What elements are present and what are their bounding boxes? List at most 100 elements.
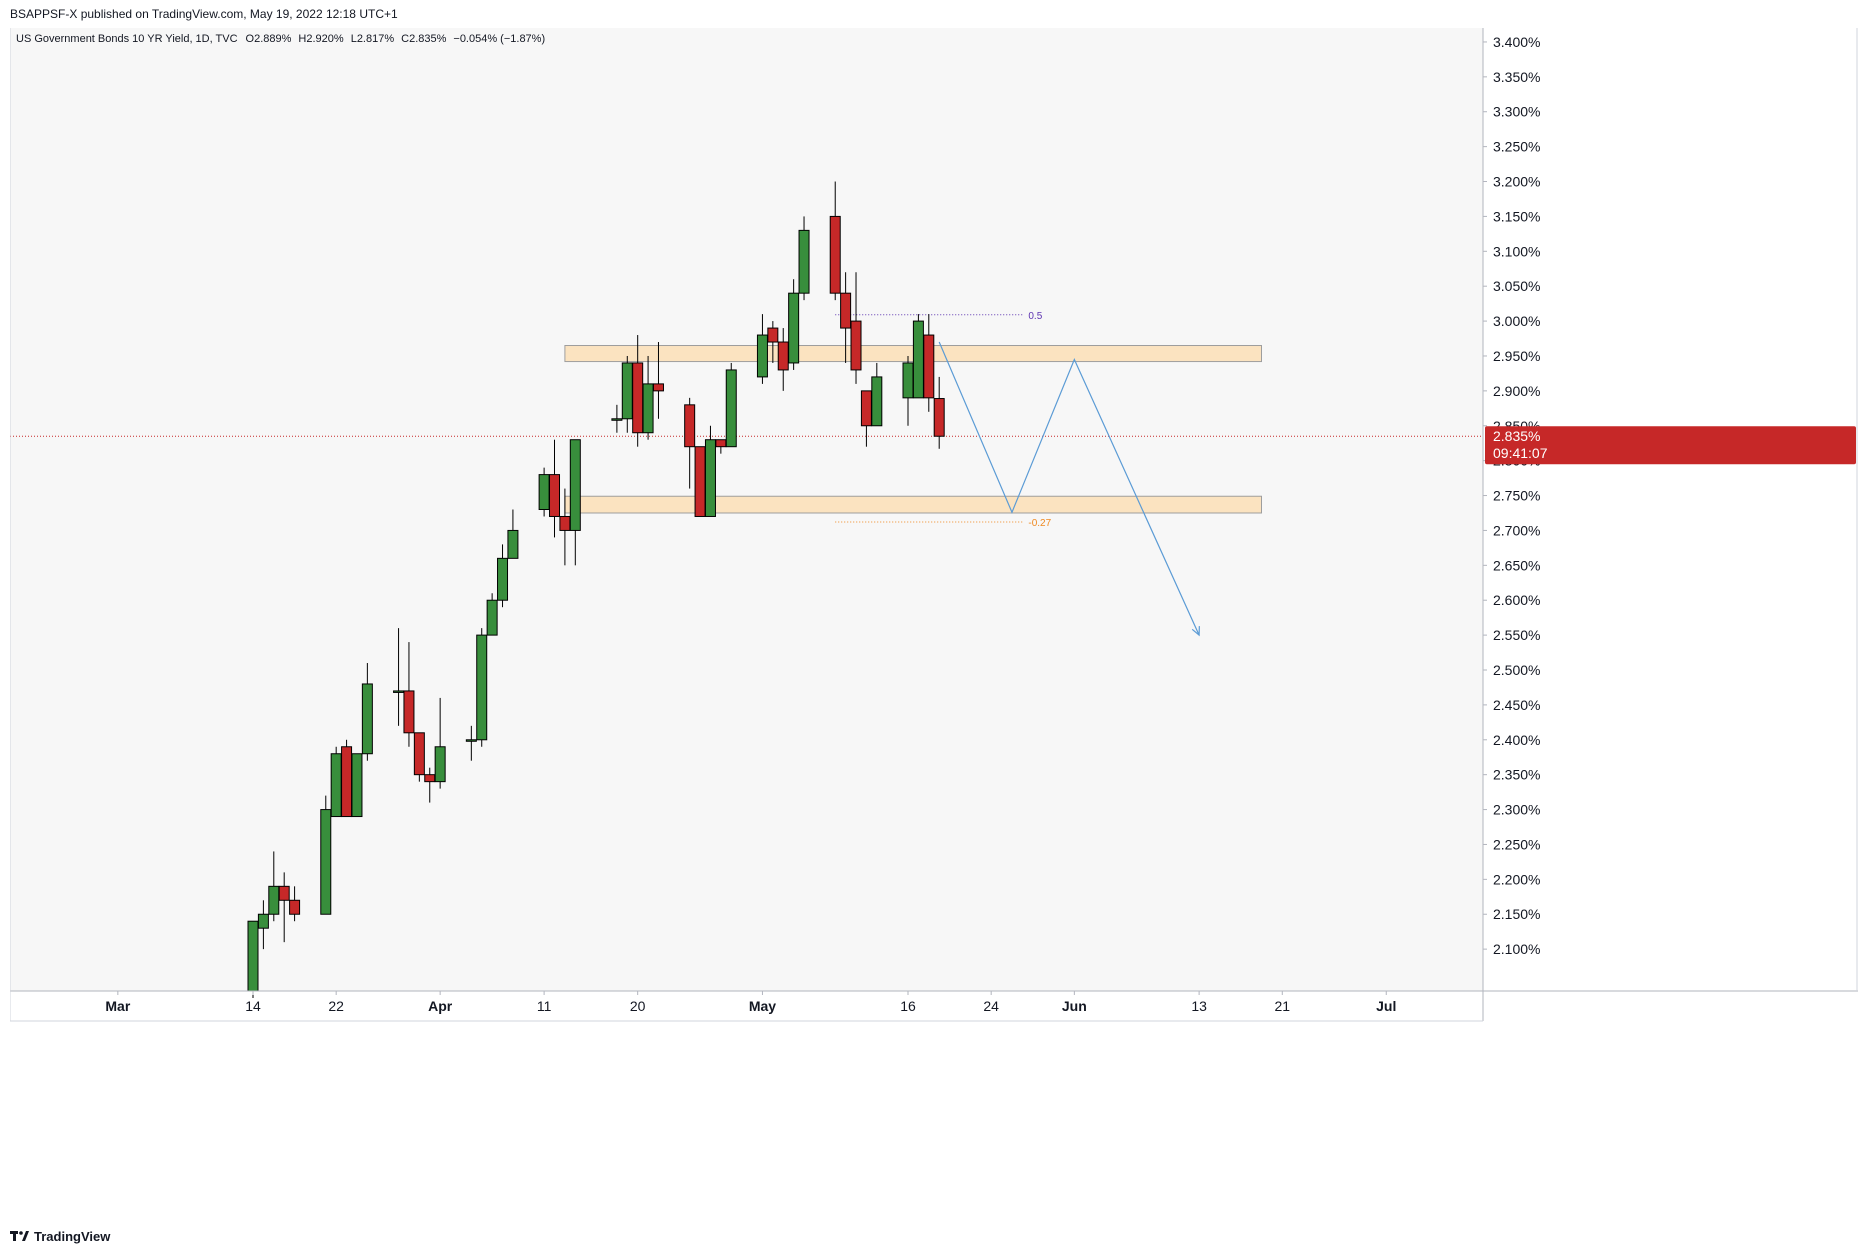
candle-body[interactable]: [559, 515, 571, 531]
candle[interactable]: [704, 425, 716, 517]
tradingview-brand-label[interactable]: TradingView: [34, 1228, 111, 1244]
chart-frame[interactable]: 0.5 -0.27 2.100% 2.150% 2.200% 2.250% 2.300% 2…: [10, 28, 1858, 1219]
candle-body[interactable]: [611, 418, 623, 421]
candle[interactable]: [330, 746, 342, 818]
price-axis[interactable]: 2.100% 2.150% 2.200% 2.250% 2.300% 2.350% 2.40…: [1483, 34, 1540, 957]
candle-body[interactable]: [403, 690, 415, 734]
symbol-legend-title[interactable]: US Government Bonds 10 YR Yield, 1D, TVC: [16, 33, 238, 45]
candle[interactable]: [247, 920, 259, 998]
candle-body[interactable]: [829, 215, 841, 294]
candle-body[interactable]: [684, 404, 696, 448]
candle-body[interactable]: [476, 634, 488, 741]
candle-body[interactable]: [704, 439, 716, 517]
candle[interactable]: [756, 314, 768, 384]
candle-body[interactable]: [351, 753, 363, 818]
candle[interactable]: [912, 314, 924, 399]
candle[interactable]: [788, 279, 800, 370]
candle-body[interactable]: [756, 334, 768, 378]
candle[interactable]: [289, 886, 301, 922]
candle-body[interactable]: [632, 362, 644, 434]
candle-body[interactable]: [289, 899, 301, 915]
candle-body[interactable]: [871, 376, 883, 427]
candle-body[interactable]: [715, 439, 727, 448]
candles[interactable]: [247, 181, 945, 998]
candle-body[interactable]: [933, 398, 945, 437]
candle[interactable]: [871, 362, 883, 427]
candle-body[interactable]: [725, 369, 737, 448]
candle-body[interactable]: [767, 327, 779, 343]
candle[interactable]: [413, 732, 425, 782]
candle-body[interactable]: [413, 732, 425, 776]
candle-body[interactable]: [393, 690, 405, 693]
candle[interactable]: [923, 314, 935, 412]
candle[interactable]: [341, 739, 353, 818]
candle[interactable]: [569, 439, 581, 566]
candle[interactable]: [549, 439, 561, 538]
candle[interactable]: [257, 900, 269, 950]
price-chart[interactable]: 0.5-0.27 2.100%2.150%2.200%2.250%2.300%2…: [10, 28, 1858, 1219]
candle-body[interactable]: [424, 774, 436, 783]
candle[interactable]: [684, 397, 696, 489]
candle[interactable]: [507, 509, 519, 559]
candle-body[interactable]: [923, 334, 935, 399]
candle-body[interactable]: [569, 439, 581, 531]
projection-path[interactable]: [938, 341, 1200, 637]
candle[interactable]: [486, 593, 498, 636]
time-axis-label: 24: [983, 998, 999, 1014]
footer[interactable]: TradingView: [10, 1226, 110, 1246]
candle-body[interactable]: [642, 383, 654, 434]
candle[interactable]: [361, 663, 373, 761]
candle-body[interactable]: [694, 446, 706, 517]
candle-body[interactable]: [507, 529, 519, 559]
candle[interactable]: [642, 355, 654, 440]
candle-body[interactable]: [268, 885, 280, 915]
candle[interactable]: [829, 181, 841, 301]
candle[interactable]: [798, 216, 810, 301]
candle-body[interactable]: [330, 753, 342, 818]
candle[interactable]: [694, 446, 706, 517]
candle-body[interactable]: [257, 913, 269, 929]
candle-body[interactable]: [788, 292, 800, 364]
zone-rectangle[interactable]: [564, 495, 1262, 514]
candle-body[interactable]: [902, 362, 914, 399]
candle[interactable]: [725, 362, 737, 448]
candle-body[interactable]: [850, 320, 862, 371]
time-axis[interactable]: Mar 14 22 Apr 11 20 May 16 24 Jun 13 21 Jul: [105, 991, 1396, 1014]
candle-body[interactable]: [247, 920, 259, 992]
candle-body[interactable]: [840, 292, 852, 329]
candle-body[interactable]: [497, 557, 509, 601]
candle[interactable]: [497, 544, 509, 608]
candle[interactable]: [611, 404, 623, 433]
candle[interactable]: [850, 272, 862, 384]
candle-body[interactable]: [538, 474, 550, 511]
axes[interactable]: 2.100% 2.150% 2.200% 2.250% 2.300% 2.350% 2.40…: [10, 28, 1858, 1022]
candle-body[interactable]: [278, 885, 290, 901]
candle-body[interactable]: [361, 683, 373, 755]
time-axis-label: 16: [900, 998, 916, 1014]
candle-body[interactable]: [652, 383, 664, 392]
candle[interactable]: [538, 467, 550, 517]
candle-body[interactable]: [621, 362, 633, 420]
candle-body[interactable]: [465, 739, 477, 742]
candle[interactable]: [434, 697, 446, 789]
candle[interactable]: [933, 376, 945, 449]
candle-body[interactable]: [860, 390, 872, 427]
candle-body[interactable]: [341, 746, 353, 818]
candle-body[interactable]: [320, 809, 332, 915]
candle[interactable]: [652, 342, 664, 419]
candle[interactable]: [351, 753, 363, 818]
candle-body[interactable]: [912, 320, 924, 399]
candle[interactable]: [465, 725, 477, 761]
candle[interactable]: [278, 872, 290, 943]
candle-body[interactable]: [549, 474, 561, 517]
candle[interactable]: [476, 628, 488, 747]
candle-body[interactable]: [798, 229, 810, 294]
candle[interactable]: [767, 321, 779, 363]
candle-body[interactable]: [434, 746, 446, 783]
candle-body[interactable]: [486, 599, 498, 636]
candle[interactable]: [840, 272, 852, 363]
projection-polyline[interactable]: [938, 341, 1200, 636]
candle-body[interactable]: [777, 341, 789, 371]
candle[interactable]: [403, 642, 415, 747]
candle[interactable]: [320, 795, 332, 915]
